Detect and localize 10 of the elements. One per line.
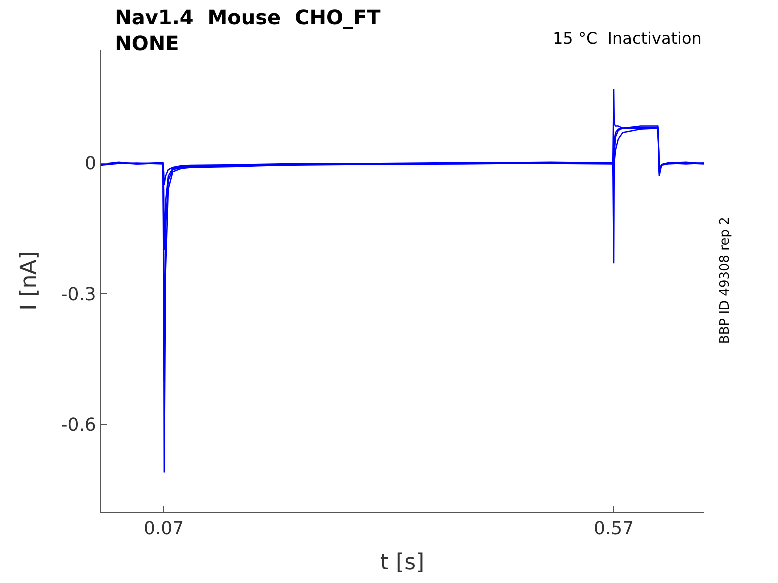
x-tick-label: 0.07 bbox=[144, 518, 184, 540]
y-tick-label: 0 bbox=[84, 154, 96, 175]
y-tick-label: -0.6 bbox=[61, 415, 96, 436]
chart-title: Nav1.4 Mouse CHO_FT NONE bbox=[115, 5, 382, 56]
y-tick-label: -0.3 bbox=[61, 284, 96, 306]
x-tick-label: 0.57 bbox=[594, 518, 634, 540]
x-axis-title: t [s] bbox=[380, 550, 425, 576]
y-axis-title: I [nA] bbox=[17, 251, 42, 311]
text: BBP ID 49308 rep 2 bbox=[718, 217, 734, 344]
text: 15 °C Inactivation bbox=[553, 29, 702, 48]
